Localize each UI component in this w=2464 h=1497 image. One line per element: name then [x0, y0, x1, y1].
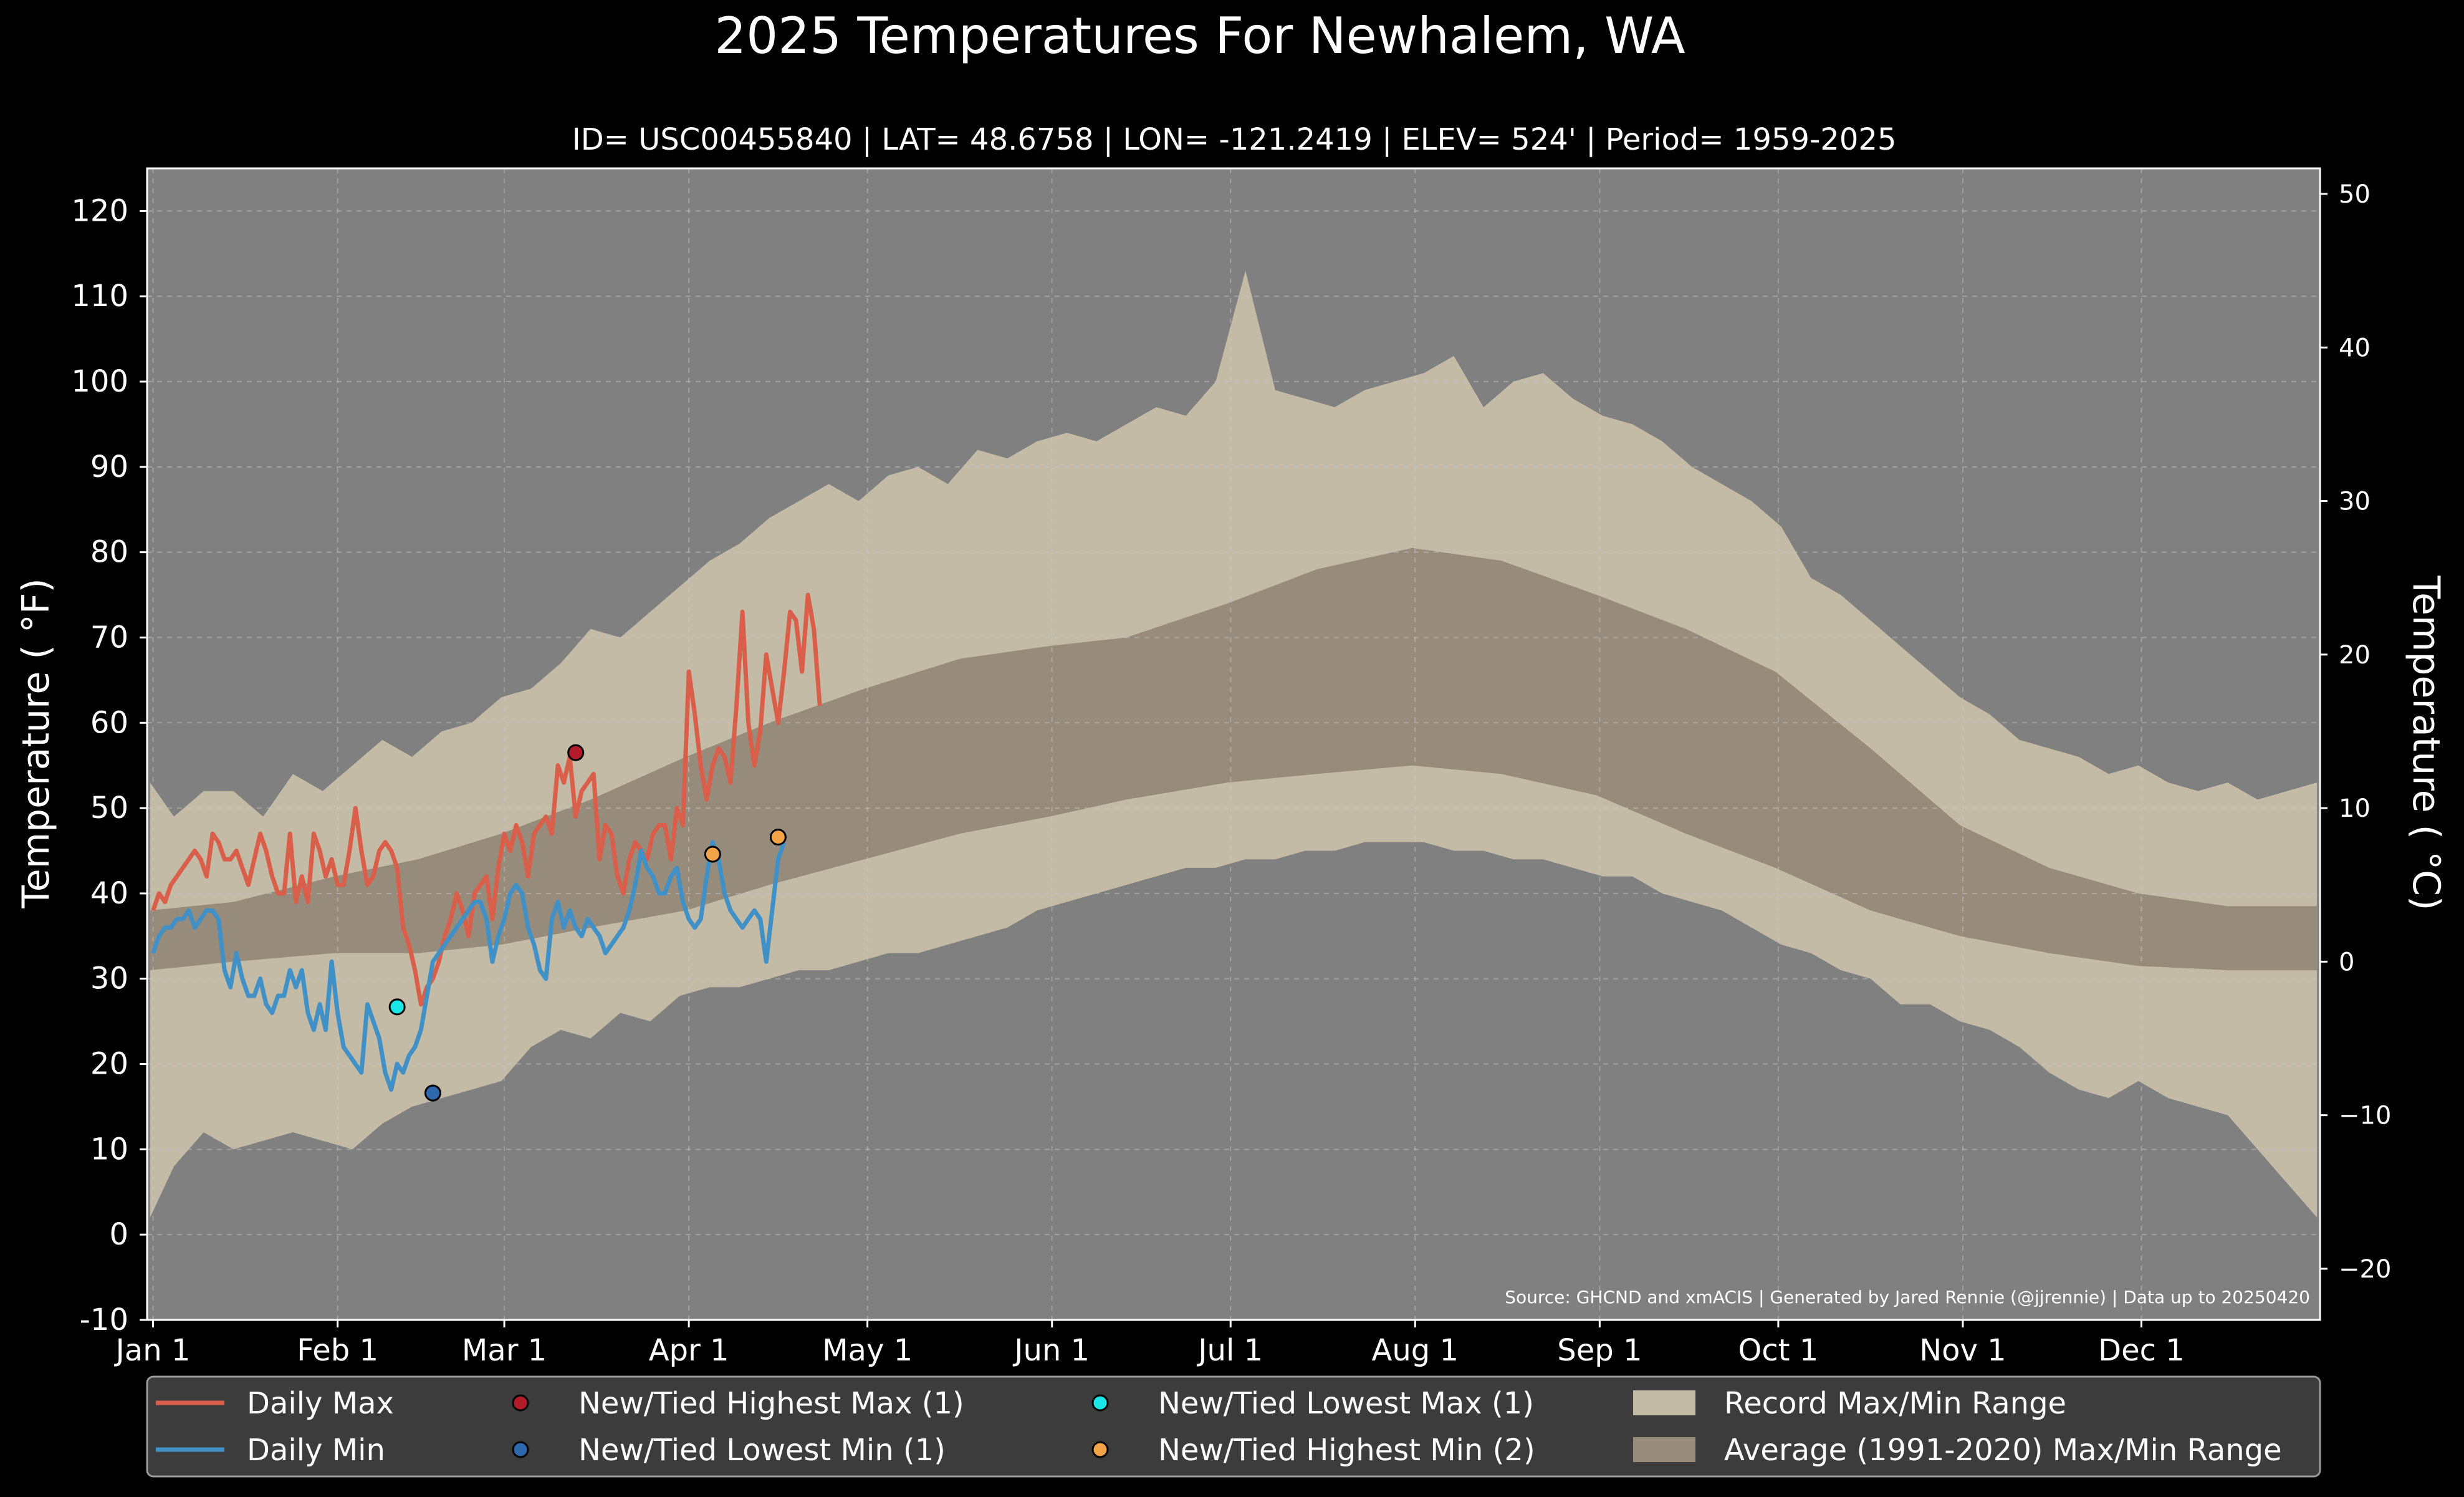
- y2-tick-label: 50: [2339, 180, 2371, 209]
- plot-frame: [146, 167, 2321, 1321]
- series-line-daily-max: [151, 592, 822, 1007]
- y-tick-label: 0: [109, 1217, 128, 1252]
- x-tick-label: Oct 1: [1738, 1333, 1818, 1368]
- y-axis-label: Temperature ( °F): [14, 578, 58, 909]
- y2-tick-label: 40: [2339, 334, 2371, 362]
- y-tick-label: 80: [90, 535, 128, 570]
- y-tick-label: 90: [90, 450, 128, 484]
- legend-patch-swatch: [1633, 1390, 1695, 1415]
- series-line-daily-min: [151, 840, 787, 1092]
- legend-label: New/Tied Lowest Min (1): [578, 1433, 946, 1468]
- record-marker: [704, 845, 721, 863]
- record-marker: [388, 998, 406, 1016]
- y-tick-label: 120: [71, 193, 128, 228]
- x-tick-label: Nov 1: [1919, 1333, 2006, 1368]
- y-tick-label: 60: [90, 705, 128, 740]
- legend-label: Average (1991-2020) Max/Min Range: [1724, 1433, 2282, 1468]
- x-tick-label: Feb 1: [297, 1333, 378, 1368]
- legend-box: [146, 1375, 2321, 1478]
- y-tick-label: 30: [90, 961, 128, 996]
- x-tick-label: Apr 1: [649, 1333, 729, 1368]
- y-tick-label: 50: [90, 791, 128, 826]
- y2-axis-label: Temperature ( °C): [2404, 575, 2448, 911]
- x-tick-label: Jan 1: [114, 1333, 191, 1368]
- y2-tick-label: 0: [2339, 948, 2354, 976]
- chart-title: 2025 Temperatures For Newhalem, WA: [714, 7, 1685, 65]
- x-tick-label: Jul 1: [1196, 1333, 1263, 1368]
- legend-label: Daily Min: [247, 1433, 385, 1468]
- legend-label: New/Tied Lowest Max (1): [1158, 1386, 1534, 1421]
- average-range-band: [150, 547, 2318, 971]
- legend-marker-swatch: [1091, 1441, 1109, 1458]
- y-tick-label: 110: [71, 279, 128, 314]
- legend-label: Record Max/Min Range: [1724, 1386, 2066, 1421]
- legend-label: New/Tied Highest Max (1): [578, 1386, 964, 1421]
- legend-patch-swatch: [1633, 1437, 1695, 1462]
- x-tick-label: Dec 1: [2098, 1333, 2185, 1368]
- y-tick-label: 10: [90, 1132, 128, 1167]
- y2-tick-label: 20: [2339, 641, 2371, 670]
- y-tick-label: 70: [90, 620, 128, 655]
- plot-area: -10 0 10 20 30 40 50 60 70 80 90 100 110 120 −20 −10 0 10…: [71, 167, 2391, 1368]
- legend-marker-swatch: [512, 1441, 529, 1458]
- x-tick-label: Mar 1: [462, 1333, 547, 1368]
- record-marker: [424, 1084, 441, 1102]
- legend-label: Daily Max: [247, 1386, 394, 1421]
- y2-tick-label: −20: [2339, 1255, 2391, 1284]
- x-tick-label: May 1: [822, 1333, 913, 1368]
- legend-marker-swatch: [512, 1394, 529, 1412]
- legend-label: New/Tied Highest Min (2): [1158, 1433, 1535, 1468]
- y-tick-label: 100: [71, 364, 128, 399]
- legend-marker-swatch: [1091, 1394, 1109, 1412]
- y-tick-label: -10: [80, 1302, 128, 1337]
- legend: Daily Max New/Tied Highest Max (1) New/Tie…: [146, 1375, 2321, 1478]
- y2-tick-label: −10: [2339, 1102, 2391, 1130]
- x-tick-label: Sep 1: [1557, 1333, 1642, 1368]
- y-tick-label: 40: [90, 876, 128, 911]
- record-marker: [769, 829, 787, 846]
- y2-tick-label: 10: [2339, 794, 2371, 823]
- source-note: Source: GHCND and xmACIS | Generated by …: [1505, 1287, 2310, 1307]
- y-tick-label: 20: [90, 1047, 128, 1082]
- chart-subtitle: ID= USC00455840 | LAT= 48.6758 | LON= -1…: [572, 122, 1897, 157]
- x-tick-label: Aug 1: [1372, 1333, 1459, 1368]
- y2-tick-label: 30: [2339, 488, 2371, 516]
- record-marker: [567, 744, 585, 761]
- x-tick-label: Jun 1: [1012, 1333, 1090, 1368]
